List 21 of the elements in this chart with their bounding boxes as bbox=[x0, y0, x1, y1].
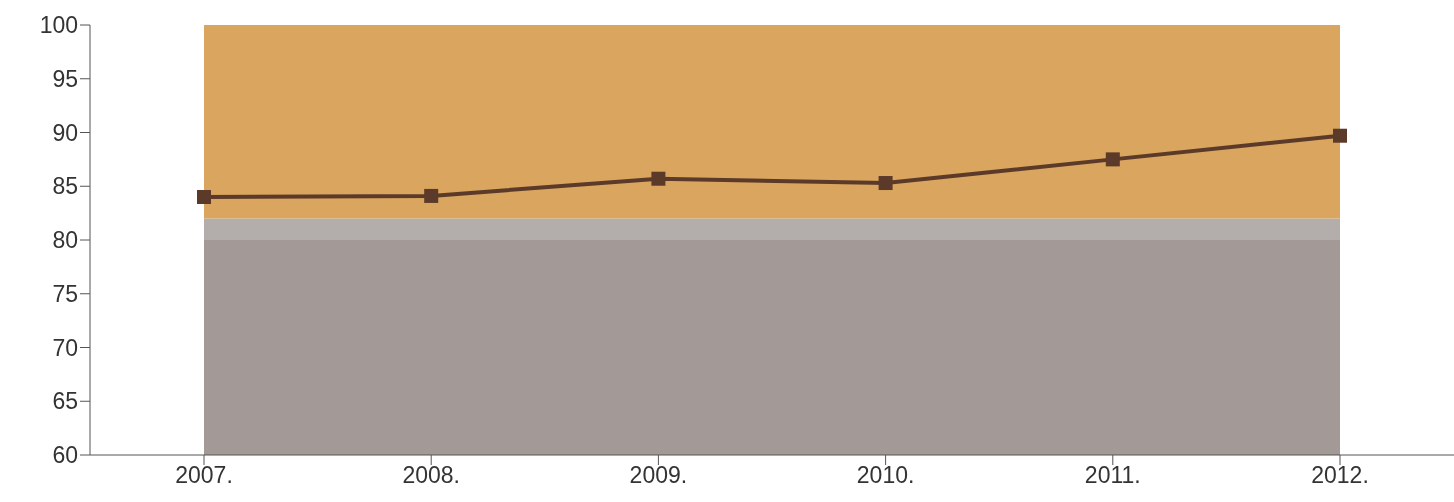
y-tick-label: 90 bbox=[52, 119, 78, 146]
y-tick-label: 75 bbox=[52, 280, 78, 307]
y-tick-label: 70 bbox=[52, 334, 78, 361]
y-tick-label: 60 bbox=[52, 442, 78, 469]
y-tick-label: 80 bbox=[52, 227, 78, 254]
point bbox=[197, 190, 211, 204]
y-tick-label: 65 bbox=[52, 388, 78, 415]
y-tick-label: 95 bbox=[52, 65, 78, 92]
x-tick-label: 2007. bbox=[175, 462, 233, 489]
point bbox=[1105, 152, 1120, 167]
point bbox=[651, 171, 666, 186]
point bbox=[424, 188, 439, 203]
y-tick-label: 85 bbox=[52, 173, 78, 200]
y-tick-label: 100 bbox=[39, 12, 78, 39]
x-tick-label: 2009. bbox=[629, 462, 688, 489]
x-tick-label: 2008. bbox=[402, 462, 460, 489]
point bbox=[1333, 128, 1347, 143]
x-tick-label: 2010. bbox=[856, 462, 915, 489]
x-tick-label: 2011. bbox=[1084, 462, 1141, 489]
point bbox=[878, 176, 893, 191]
x-tick-label: 2012. bbox=[1311, 462, 1369, 489]
